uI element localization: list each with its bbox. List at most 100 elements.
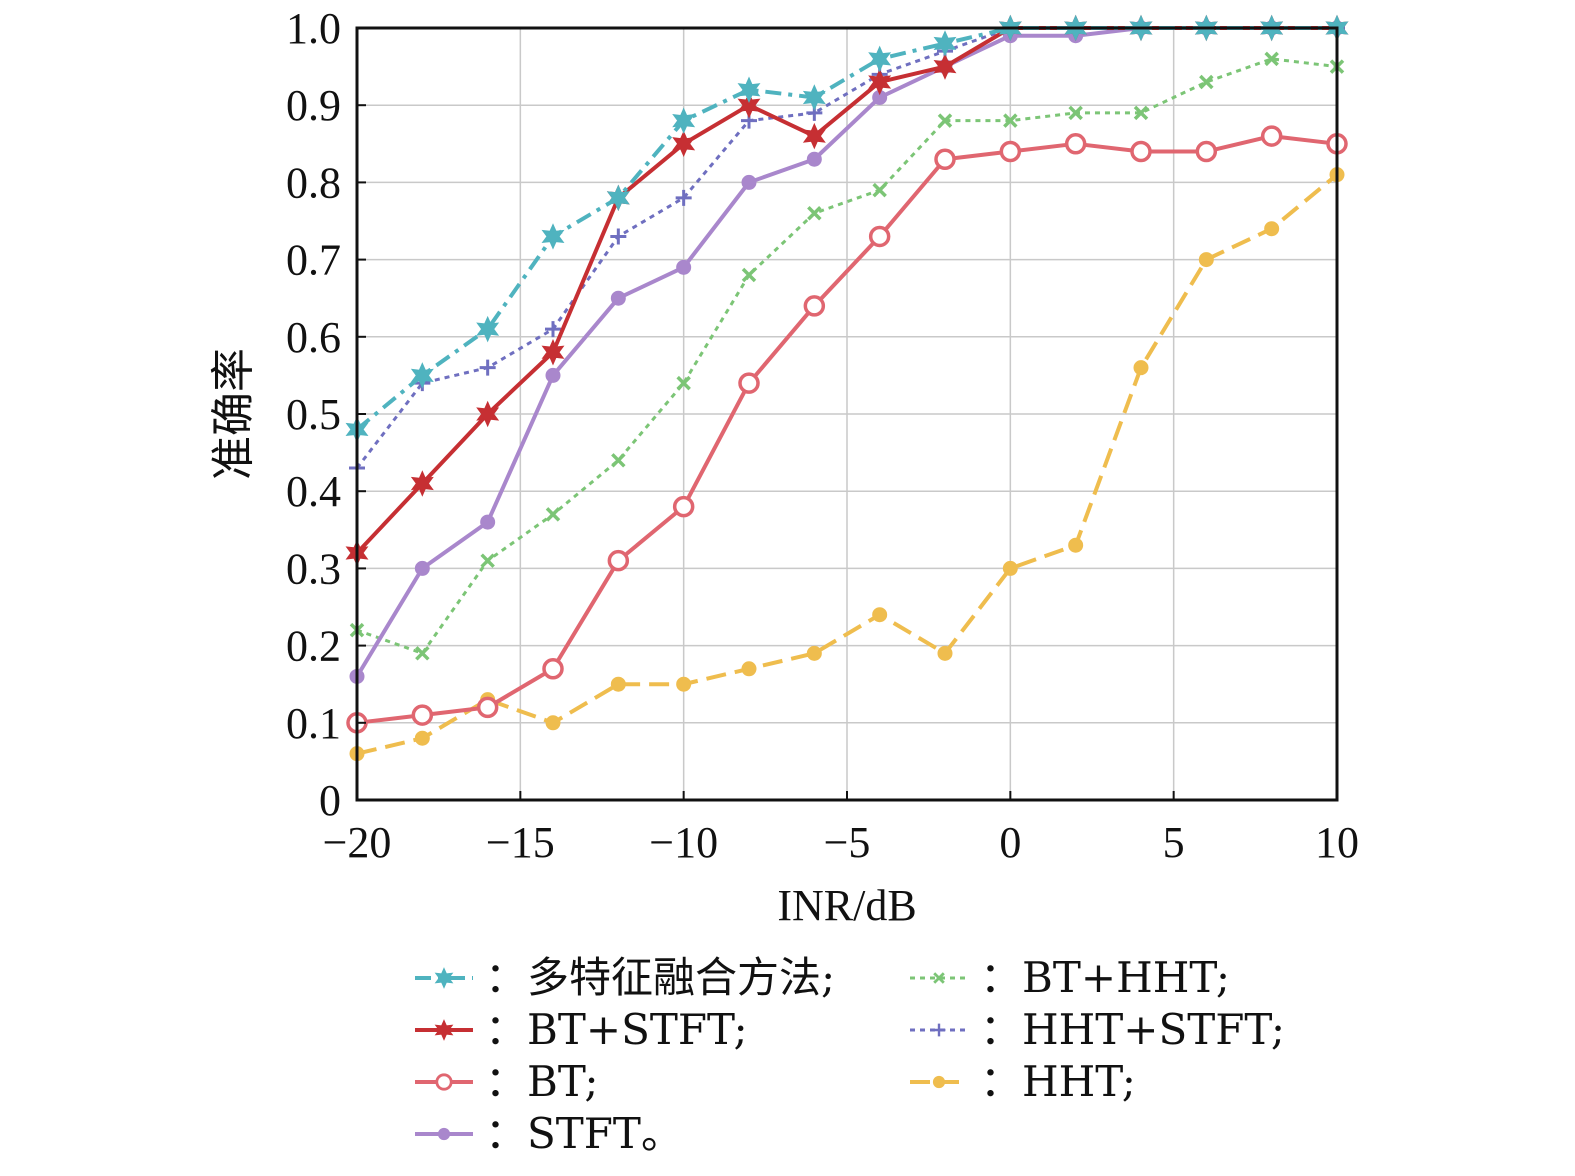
point-marker	[610, 228, 627, 245]
point-marker	[676, 259, 692, 275]
series-line	[356, 57, 1338, 655]
point-marker	[933, 53, 957, 80]
legend-label: ：BT+STFT;	[485, 1005, 748, 1054]
y-tick-label: 0.8	[286, 158, 341, 207]
point-marker	[1260, 125, 1283, 147]
x-tick-label: 0	[999, 818, 1021, 867]
legend-item: ：BT;	[415, 1057, 599, 1106]
legend-item: ：BT+STFT;	[415, 1005, 748, 1054]
point-marker	[937, 113, 953, 128]
point-marker	[741, 661, 757, 677]
point-marker	[415, 646, 430, 661]
point-marker	[933, 30, 957, 57]
point-marker	[1264, 51, 1279, 67]
point-marker	[414, 560, 430, 576]
point-marker	[480, 553, 495, 568]
point-marker	[414, 730, 430, 746]
legend: ：多特征融合方法;：BT+STFT;：BT;：STFT。：BT+HHT;：HHT…	[415, 953, 1285, 1158]
point-marker	[606, 184, 630, 212]
point-marker	[672, 107, 696, 134]
point-marker	[476, 696, 499, 719]
x-tick-label: −5	[824, 818, 871, 867]
point-marker	[611, 453, 626, 468]
point-marker	[545, 507, 561, 522]
series-line	[356, 173, 1339, 756]
y-tick-label: 0	[319, 776, 341, 825]
point-marker	[932, 1023, 946, 1037]
legend-item: ：STFT。	[415, 1109, 683, 1158]
point-marker	[545, 321, 561, 338]
point-marker	[737, 91, 761, 119]
legend-label: ：STFT。	[485, 1109, 683, 1158]
y-tick-label: 0.9	[286, 81, 341, 130]
x-tick-labels: −20 −15 −10 −5 0 5 10	[323, 791, 1359, 867]
point-marker	[434, 967, 454, 989]
point-marker	[999, 140, 1022, 163]
point-marker	[1130, 140, 1152, 163]
point-marker	[1199, 74, 1214, 90]
point-marker	[610, 290, 626, 306]
y-tick-label: 1.0	[286, 4, 341, 53]
x-tick-label: 5	[1163, 818, 1185, 867]
y-tick-label: 0.3	[286, 544, 341, 593]
y-tick-label: 0.1	[286, 699, 341, 748]
point-marker	[476, 400, 500, 428]
point-marker	[541, 223, 565, 250]
point-marker	[803, 295, 826, 317]
point-marker	[1002, 560, 1018, 576]
point-marker	[542, 658, 564, 680]
legend-item: ：HHT;	[910, 1057, 1136, 1106]
series-6	[349, 167, 1345, 762]
legend-label: ：多特征融合方法;	[485, 953, 835, 1002]
point-marker	[610, 676, 626, 692]
y-tick-label: 0.5	[286, 390, 341, 439]
point-marker	[410, 362, 434, 389]
legend-item: ：多特征融合方法;	[415, 953, 835, 1002]
legend-label: ：HHT;	[980, 1057, 1136, 1106]
point-marker	[932, 1075, 946, 1089]
grid	[356, 27, 1338, 801]
point-marker	[802, 122, 826, 150]
point-marker	[934, 148, 956, 170]
y-tick-labels: 0 0.1 0.2 0.3 0.4 0.5 0.6 0.7 0.8 0.9 1.0	[286, 4, 366, 825]
point-marker	[872, 607, 888, 623]
point-marker	[737, 76, 761, 103]
point-marker	[1133, 105, 1149, 121]
point-marker	[410, 470, 434, 497]
x-axis-label: INR/dB	[777, 881, 916, 930]
point-marker	[541, 339, 565, 366]
point-marker	[607, 549, 630, 572]
point-marker	[868, 68, 892, 96]
y-tick-label: 0.4	[286, 467, 341, 516]
point-marker	[675, 189, 692, 206]
x-tick-label: −10	[649, 818, 718, 867]
point-marker	[411, 704, 434, 726]
point-marker	[476, 315, 500, 343]
point-marker	[933, 972, 945, 984]
point-marker	[802, 84, 826, 111]
point-marker	[806, 151, 822, 167]
y-axis-label: 准确率	[208, 348, 259, 480]
point-marker	[480, 514, 496, 530]
point-marker	[1195, 140, 1218, 163]
x-tick-label: 10	[1315, 818, 1359, 867]
x-tick-label: −15	[486, 818, 555, 867]
series-4	[349, 51, 1345, 661]
y-tick-label: 0.6	[286, 313, 341, 362]
series-line	[356, 134, 1338, 725]
point-marker	[1068, 537, 1084, 553]
x-tick-label: −20	[323, 818, 392, 867]
point-marker	[545, 367, 561, 383]
y-tick-label: 0.7	[286, 236, 341, 285]
point-marker	[806, 645, 822, 661]
legend-label: ：BT+HHT;	[980, 953, 1230, 1002]
point-marker	[807, 206, 822, 221]
point-marker	[545, 715, 561, 731]
legend-label: ：HHT+STFT;	[980, 1005, 1285, 1054]
point-marker	[937, 645, 953, 661]
point-marker	[434, 1019, 454, 1041]
legend-label: ：BT;	[485, 1057, 599, 1106]
point-marker	[1003, 113, 1018, 128]
point-marker	[868, 225, 891, 248]
